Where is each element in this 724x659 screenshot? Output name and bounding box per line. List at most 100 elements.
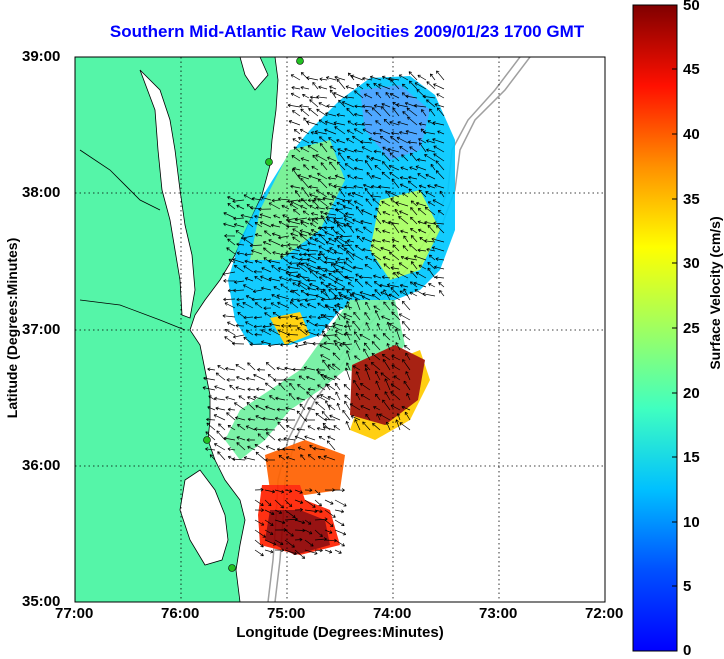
velocity-arrow <box>373 215 382 225</box>
velocity-arrow <box>271 198 281 203</box>
velocity-arrow <box>373 258 382 270</box>
velocity-arrow <box>277 301 290 309</box>
velocity-arrow <box>384 391 391 401</box>
velocity-arrow <box>304 499 316 508</box>
velocity-arrow <box>381 315 391 321</box>
velocity-arrow <box>299 205 308 210</box>
velocity-arrow <box>255 404 266 411</box>
velocity-arrow <box>345 421 351 431</box>
y-axis-label: Latitude (Degrees:Minutes) <box>4 237 20 419</box>
velocity-arrow <box>400 229 409 234</box>
velocity-arrow <box>326 249 335 255</box>
velocity-arrow <box>278 235 290 240</box>
velocity-arrow <box>314 529 323 538</box>
velocity-arrow <box>324 268 335 273</box>
velocity-arrow <box>294 528 306 533</box>
velocity-arrow <box>319 142 328 153</box>
velocity-arrow <box>344 95 355 99</box>
velocity-arrow <box>328 272 337 279</box>
velocity-arrow <box>359 382 371 391</box>
velocity-arrow <box>205 447 216 451</box>
velocity-arrow <box>317 455 326 461</box>
velocity-arrow <box>323 341 335 345</box>
velocity-arrow <box>319 394 331 401</box>
velocity-arrow <box>334 549 342 554</box>
velocity-arrow <box>374 370 381 381</box>
velocity-arrow <box>427 184 436 189</box>
velocity-arrow <box>364 159 373 171</box>
x-tick-label: 76:00 <box>161 605 200 622</box>
velocity-arrow <box>327 156 337 162</box>
velocity-arrow <box>290 298 299 302</box>
velocity-arrow <box>252 289 263 294</box>
velocity-arrow <box>390 391 401 401</box>
velocity-arrow <box>322 422 331 431</box>
velocity-arrow <box>381 106 391 117</box>
velocity-arrow <box>316 108 328 117</box>
velocity-arrow <box>314 130 328 135</box>
velocity-arrow <box>350 74 364 81</box>
velocity-arrow <box>355 228 364 234</box>
velocity-arrow <box>303 164 310 171</box>
velocity-arrow <box>304 418 315 422</box>
velocity-arrow <box>273 378 285 382</box>
velocity-arrow <box>334 174 346 180</box>
velocity-arrow <box>373 406 381 411</box>
velocity-arrow <box>334 488 345 493</box>
velocity-arrow <box>355 392 361 401</box>
velocity-arrow <box>352 265 364 270</box>
velocity-arrow <box>261 196 272 201</box>
velocity-arrow <box>321 410 331 421</box>
velocity-arrow <box>391 364 401 371</box>
velocity-arrow <box>351 253 364 261</box>
colorbar-tick-label: 30 <box>683 255 700 272</box>
velocity-arrow <box>308 107 319 117</box>
colorbar-tick-label: 20 <box>683 385 700 402</box>
velocity-arrow <box>373 274 382 279</box>
velocity-arrow <box>277 315 290 320</box>
velocity-arrow <box>247 417 256 422</box>
velocity-arrow <box>318 276 326 282</box>
velocity-arrow <box>380 246 391 252</box>
velocity-arrow <box>297 384 306 391</box>
velocity-arrow <box>384 378 391 391</box>
velocity-arrow <box>365 413 371 421</box>
velocity-arrow <box>328 404 336 411</box>
velocity-arrow <box>314 548 323 553</box>
delaware-bay <box>239 57 269 91</box>
velocity-arrow <box>371 352 381 361</box>
velocity-arrow <box>324 260 335 265</box>
colorbar-ticks <box>672 68 677 587</box>
velocity-arrow <box>225 366 236 371</box>
velocity-arrow <box>276 407 286 412</box>
velocity-arrow <box>264 539 277 546</box>
velocity-arrow <box>264 312 272 318</box>
velocity-arrow <box>349 294 361 301</box>
velocity-arrow <box>297 280 310 288</box>
velocity-arrow <box>308 185 319 189</box>
velocity-arrow <box>399 210 409 216</box>
velocity-arrow <box>428 254 436 261</box>
velocity-arrow <box>302 210 310 216</box>
velocity-arrow <box>333 425 341 431</box>
velocity-arrow <box>228 258 236 264</box>
velocity-arrow <box>309 270 319 279</box>
velocity-arrow <box>316 332 326 337</box>
velocity-arrow <box>207 367 216 372</box>
velocity-arrow <box>333 91 346 99</box>
velocity-arrow <box>356 84 364 90</box>
velocity-arrow <box>265 362 276 371</box>
velocity-arrow <box>418 142 427 153</box>
velocity-arrow <box>378 83 391 90</box>
velocity-arrow <box>278 382 286 391</box>
velocity-arrow <box>235 364 246 371</box>
velocity-arrow <box>376 413 381 421</box>
velocity-arrow <box>336 236 346 243</box>
velocity-arrow <box>233 216 245 221</box>
velocity-arrow <box>347 282 355 288</box>
colorbar-tick-label: 35 <box>683 191 700 208</box>
velocity-arrow <box>382 358 391 371</box>
velocity-arrow <box>390 404 401 411</box>
velocity-arrow <box>222 314 236 318</box>
